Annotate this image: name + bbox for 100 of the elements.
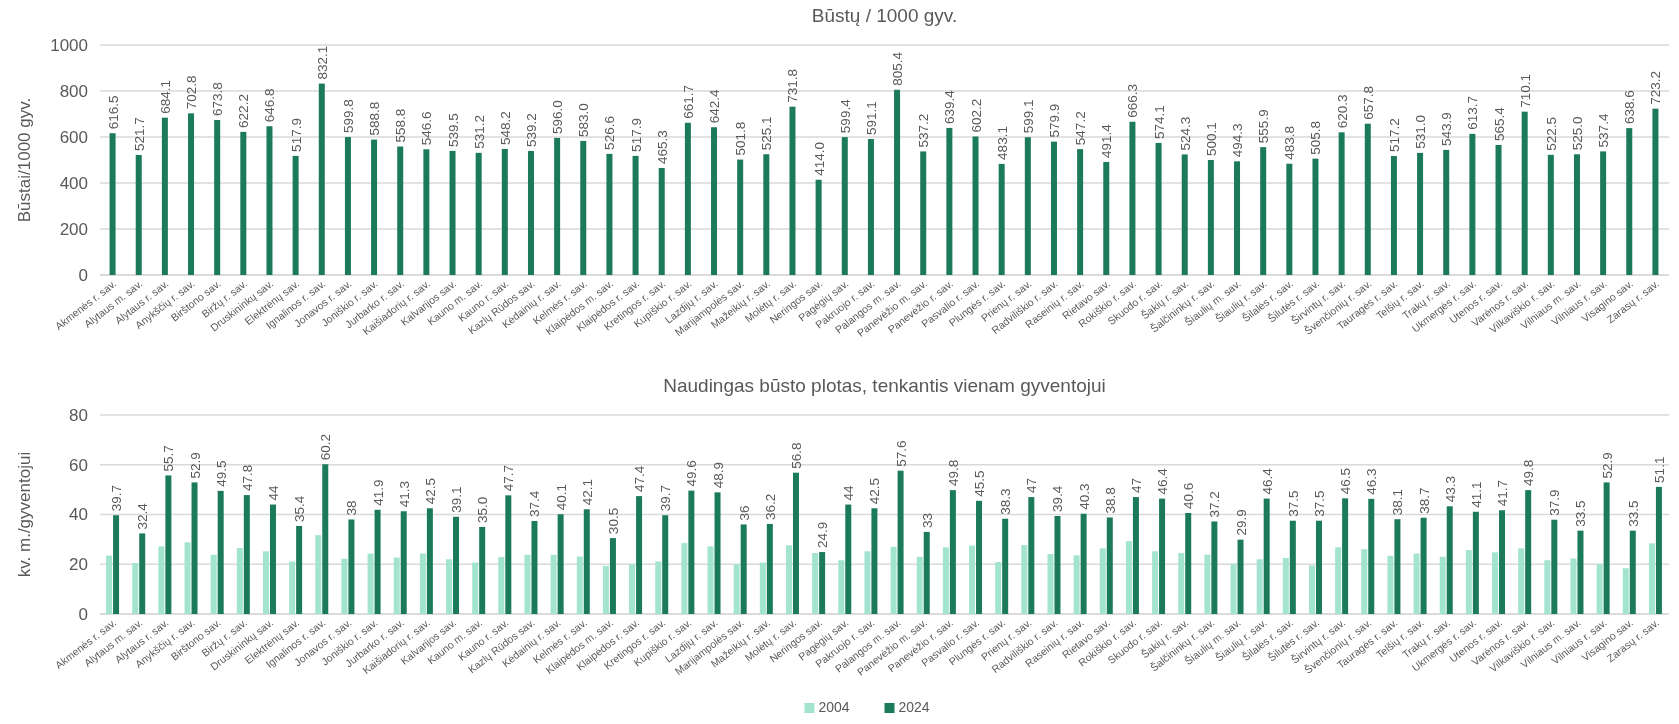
bar [972,136,979,275]
data-label: 588.8 [367,101,383,136]
data-label: 526.6 [602,116,618,150]
bar [1152,551,1159,614]
bar [1263,498,1270,614]
bar [838,560,845,614]
bar [789,106,796,275]
bar [1021,545,1028,614]
bar [1472,511,1479,614]
bar [714,492,721,614]
data-label: 558.8 [393,108,409,143]
data-label: 731.8 [785,68,801,103]
bar [759,562,766,614]
data-label: 579.9 [1046,103,1062,138]
bar [897,470,904,614]
chart-title: Būstų / 1000 gyv. [811,5,958,26]
bar [1028,497,1035,614]
bar [1518,548,1525,614]
bar [707,546,714,614]
bar [1596,564,1603,614]
bar [1368,498,1375,614]
data-label: 46.4 [1155,467,1171,495]
bar [890,546,897,614]
bar [737,159,744,275]
bar [871,508,878,614]
data-label: 613.7 [1465,96,1481,130]
legend-label: 2024 [898,699,930,715]
bar [557,514,564,614]
bar [949,490,956,614]
data-label: 33.5 [1625,500,1641,527]
data-label: 38.3 [998,488,1014,515]
data-label: 483.8 [1282,125,1298,160]
bar [1230,563,1237,614]
data-label: 684.1 [157,79,173,114]
bar [1417,152,1424,275]
data-label: 616.5 [105,95,121,130]
bar [217,490,224,614]
bar [766,523,773,614]
data-label: 38.7 [1416,487,1432,514]
bar [946,127,953,275]
bar [1626,128,1633,275]
chart-title: Naudingas būsto plotas, tenkantis vienam gyventojui [663,375,1106,396]
bar [1469,133,1476,275]
data-label: 45.5 [972,470,988,497]
data-label: 46.3 [1364,468,1380,495]
bar [419,553,426,614]
bar [785,545,792,614]
bar [132,563,139,614]
bar [1600,151,1607,275]
data-label: 38.1 [1390,488,1406,516]
bar [1629,530,1636,614]
bar [1390,156,1397,275]
data-label: 583.0 [576,103,592,137]
bar [1073,555,1080,614]
bar [867,139,874,275]
bar [348,519,355,614]
bar [1338,132,1345,275]
data-label: 525.1 [759,116,775,151]
data-label: 35.4 [292,495,308,522]
data-label: 805.4 [890,51,906,86]
data-label: 33.5 [1573,500,1589,527]
data-label: 599.8 [340,99,356,134]
bar [841,137,848,275]
bar [1573,154,1580,275]
bar [397,146,404,275]
bar [1361,549,1368,614]
bar [1282,558,1289,614]
bar [1465,550,1472,614]
bar [812,553,819,614]
data-label: 47 [1128,478,1144,494]
bar [269,504,276,614]
bar [1002,518,1009,614]
bar [472,562,479,614]
y-tick-label: 200 [59,219,88,239]
data-label: 531.2 [471,115,487,149]
data-label: 547.2 [1073,111,1089,146]
y-tick-label: 800 [59,81,88,101]
bar [1237,539,1244,614]
y-tick-label: 0 [78,604,88,624]
bar [344,137,351,275]
data-label: 673.8 [210,82,226,117]
bar [845,504,852,614]
bar [106,555,113,614]
data-label: 41.9 [370,479,386,506]
bar [969,545,976,614]
data-label: 49.5 [213,460,229,487]
bar [240,131,247,275]
bar [113,515,120,614]
data-label: 36.2 [762,493,778,520]
data-label: 702.8 [184,75,200,110]
bar [505,495,512,614]
bar [763,154,770,275]
bar [214,120,221,275]
bar [1080,513,1087,614]
bar [815,179,822,275]
data-label: 49.8 [1521,459,1537,487]
data-label: 639.4 [942,89,958,124]
data-label: 56.8 [788,442,804,469]
data-label: 555.9 [1256,109,1272,144]
bar [1544,560,1551,614]
